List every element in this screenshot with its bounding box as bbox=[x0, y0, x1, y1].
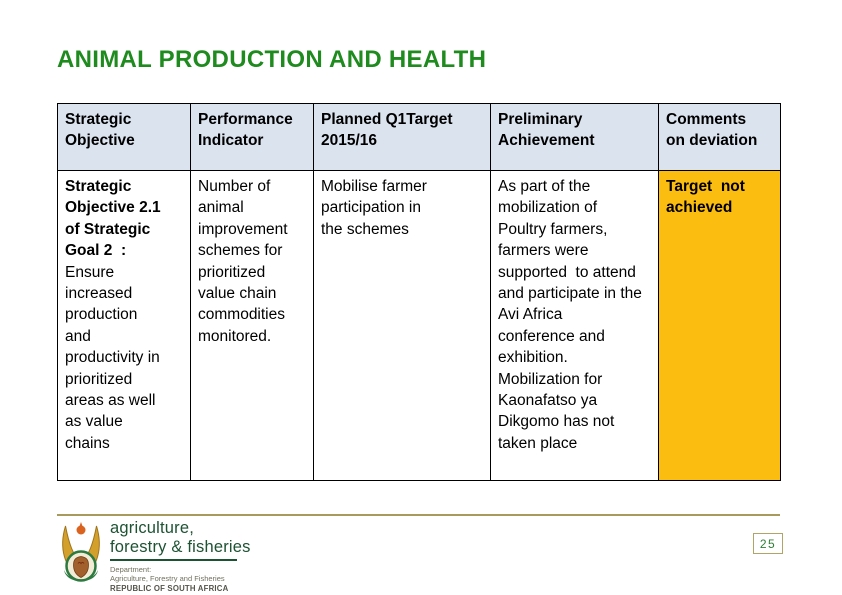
logo-name-line2: forestry & fisheries bbox=[110, 537, 251, 556]
page-title: ANIMAL PRODUCTION AND HEALTH bbox=[57, 46, 487, 73]
footer-divider-line bbox=[57, 514, 780, 516]
col-header-planned-q1-target: Planned Q1Target 2015/16 bbox=[313, 103, 491, 171]
table-row: Strategic Objective 2.1 of Strategic Goa… bbox=[57, 170, 781, 481]
cell-strategic-objective: Strategic Objective 2.1 of Strategic Goa… bbox=[57, 170, 191, 481]
logo-name-line1: agriculture, bbox=[110, 519, 195, 537]
col-header-strategic-objective: Strategic Objective bbox=[57, 103, 191, 171]
country-label: REPUBLIC OF SOUTH AFRICA bbox=[110, 583, 229, 593]
cell-comments-target-not-achieved: Target not achieved bbox=[658, 170, 781, 481]
performance-report-table: Strategic Objective Performance Indicato… bbox=[57, 103, 781, 481]
department-label: Department: bbox=[110, 564, 152, 574]
cell-planned-q1-target: Mobilise farmer participation in the sch… bbox=[313, 170, 491, 481]
cell-preliminary-achievement: As part of the mobilization of Poultry f… bbox=[490, 170, 659, 481]
table-header-row: Strategic Objective Performance Indicato… bbox=[57, 103, 781, 171]
col-header-comments-on-deviation: Comments on deviation bbox=[658, 103, 781, 171]
col-header-performance-indicator: Performance Indicator bbox=[190, 103, 314, 171]
logo-underline bbox=[110, 559, 237, 561]
page-number: 25 bbox=[759, 536, 777, 551]
strategic-objective-description: Ensure increased production and producti… bbox=[65, 263, 160, 452]
cell-performance-indicator: Number of animal improvement schemes for… bbox=[190, 170, 314, 481]
coat-of-arms-logo bbox=[62, 522, 100, 582]
strategic-objective-heading: Strategic Objective 2.1 of Strategic Goa… bbox=[65, 178, 161, 260]
page-number-box: 25 bbox=[753, 533, 783, 554]
department-name: Agriculture, Forestry and Fisheries bbox=[110, 574, 225, 583]
logo-text-block: agriculture, forestry & fisheries Depart… bbox=[110, 519, 330, 594]
col-header-preliminary-achievement: Preliminary Achievement bbox=[490, 103, 659, 171]
